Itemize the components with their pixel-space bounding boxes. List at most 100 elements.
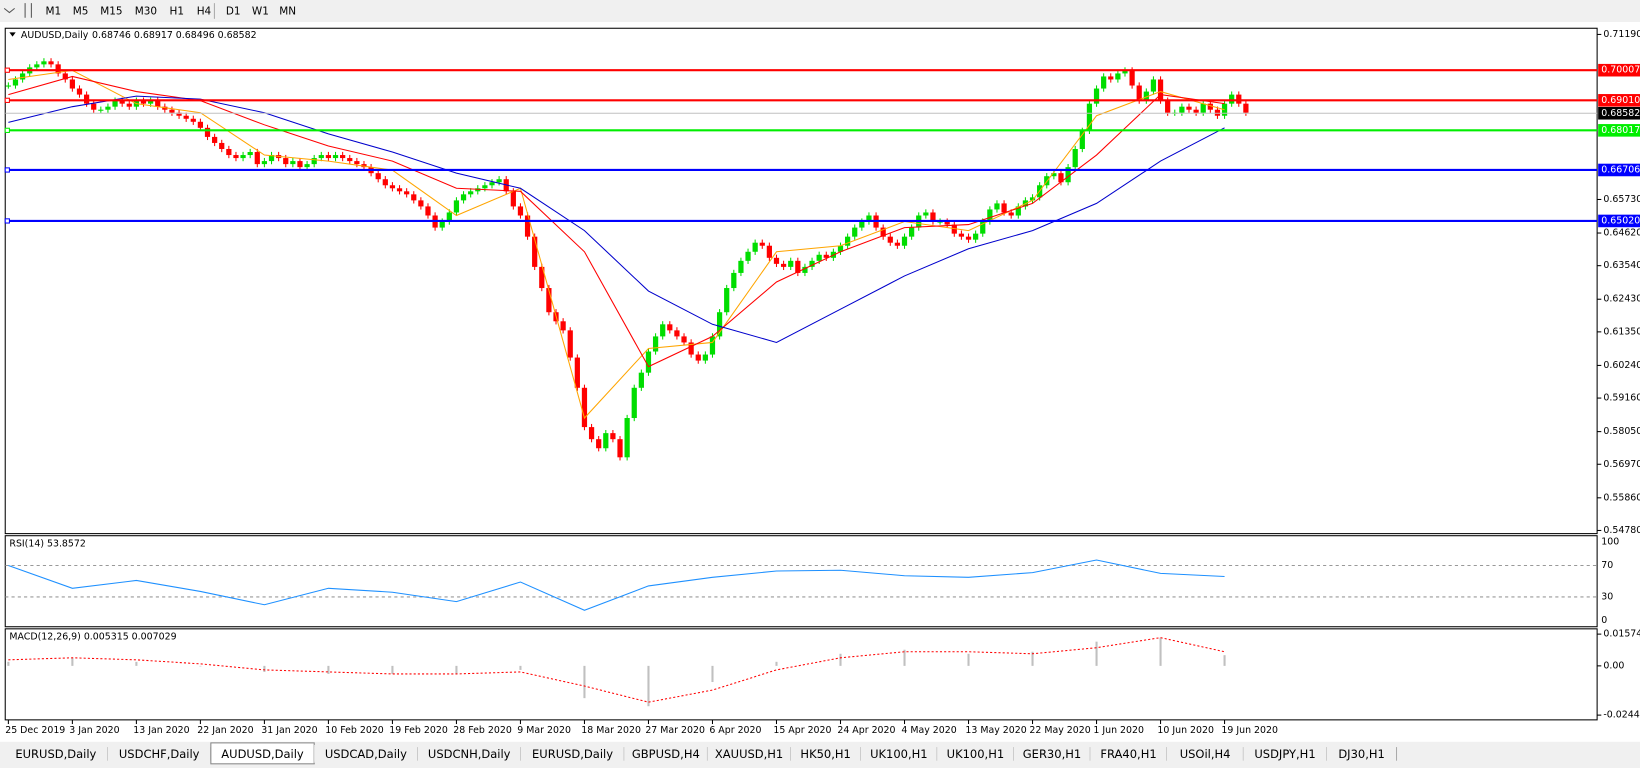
rsi-pane: [4, 535, 1598, 628]
tab-label[interactable]: EURUSD,Daily: [532, 747, 613, 761]
candle: [5, 85, 11, 87]
candle: [752, 242, 758, 252]
timeframe-button[interactable]: M1: [46, 6, 62, 18]
candle: [795, 260, 801, 273]
tab[interactable]: [707, 744, 791, 763]
tab-label[interactable]: GBPUSD,H4: [632, 747, 700, 761]
macd-bar: [1223, 655, 1226, 666]
candle: [375, 173, 381, 180]
rsi-tick-label: 100: [1601, 536, 1619, 547]
timeframe-button[interactable]: MN: [279, 6, 296, 18]
level-label-bg: [1598, 214, 1640, 228]
tab-label[interactable]: USDCNH,Daily: [428, 747, 511, 761]
candle: [119, 100, 125, 104]
y-tick-label: 0.55860: [1603, 492, 1640, 503]
x-tick-label: 18 Mar 2020: [581, 725, 641, 736]
candle: [809, 260, 815, 267]
candle: [994, 203, 1000, 210]
candle: [716, 312, 723, 337]
candle: [987, 209, 993, 222]
x-tick-label: 24 Apr 2020: [837, 725, 895, 736]
candle: [944, 221, 950, 225]
timeframe-button[interactable]: M30: [135, 6, 157, 18]
candle: [1229, 94, 1235, 104]
tab[interactable]: [1326, 744, 1397, 763]
tab[interactable]: [1013, 744, 1091, 763]
tab[interactable]: [520, 744, 625, 763]
candle: [731, 272, 737, 289]
candle: [48, 61, 54, 65]
candle: [233, 155, 239, 159]
candle: [1122, 70, 1128, 74]
tab[interactable]: [417, 744, 521, 763]
tab-label[interactable]: USDCAD,Daily: [325, 747, 407, 761]
level-label: 0.65020: [1601, 215, 1640, 226]
candle: [517, 206, 524, 216]
candle: [1150, 79, 1157, 92]
candle: [539, 266, 545, 289]
tab-label[interactable]: USDCHF,Daily: [119, 747, 200, 761]
tab-label[interactable]: XAUUSD,H1: [715, 747, 783, 761]
x-tick-label: 22 Jan 2020: [197, 725, 253, 736]
macd-bar: [71, 657, 74, 666]
candle: [446, 212, 452, 222]
tab-label[interactable]: AUDUSD,Daily: [221, 747, 304, 761]
tab-label[interactable]: UK100,H1: [947, 747, 1005, 761]
candle: [560, 321, 566, 331]
candle: [1186, 106, 1192, 110]
tab-label[interactable]: EURUSD,Daily: [15, 747, 96, 761]
candle: [311, 158, 317, 165]
macd-bar: [583, 665, 586, 699]
candle: [532, 236, 538, 267]
timeframe-button[interactable]: M5: [73, 6, 89, 18]
tab-label[interactable]: UK100,H1: [870, 747, 928, 761]
candle: [12, 79, 19, 86]
tab[interactable]: [4, 744, 108, 763]
timeframe-button[interactable]: H1: [170, 6, 185, 18]
tab[interactable]: [1243, 744, 1327, 763]
macd-bar: [135, 661, 138, 666]
timeframe-button[interactable]: M15: [100, 6, 122, 18]
candle: [866, 215, 872, 222]
candle: [190, 118, 196, 122]
candle: [880, 227, 886, 237]
tab[interactable]: [937, 744, 1014, 763]
candle: [816, 254, 822, 261]
candle: [183, 115, 189, 119]
timeframe-button[interactable]: W1: [252, 6, 269, 18]
tab[interactable]: [314, 744, 418, 763]
candle: [581, 387, 588, 428]
macd-bar: [775, 661, 778, 666]
x-tick-label: 1 Jun 2020: [1093, 725, 1144, 736]
tab[interactable]: [860, 744, 938, 763]
tab-label[interactable]: GER30,H1: [1023, 747, 1081, 761]
candle: [1193, 109, 1199, 113]
candle: [617, 439, 623, 458]
candle: [624, 418, 630, 458]
candle: [631, 387, 637, 419]
timeframe-button[interactable]: D1: [226, 6, 241, 18]
tab[interactable]: [624, 744, 708, 763]
tab[interactable]: [1166, 744, 1244, 763]
tab-label[interactable]: FRA40,H1: [1100, 747, 1156, 761]
candle: [1072, 148, 1078, 168]
tab[interactable]: [1090, 744, 1167, 763]
level-label: 0.66706: [1601, 164, 1640, 175]
timeframe-button[interactable]: H4: [197, 6, 212, 18]
candle: [212, 136, 218, 143]
tab[interactable]: [790, 744, 861, 763]
macd-title: MACD(12,26,9) 0.005315 0.007029: [9, 632, 176, 643]
candle: [482, 185, 488, 189]
tab-label[interactable]: DJ30,H1: [1338, 747, 1384, 761]
candle: [1001, 203, 1007, 213]
tab-label[interactable]: USDJPY,H1: [1254, 747, 1315, 761]
candle: [788, 260, 794, 267]
candle: [1101, 76, 1107, 89]
candle: [425, 206, 431, 216]
y-tick-label: 0.63540: [1603, 260, 1640, 271]
tab[interactable]: [107, 744, 211, 763]
tab-label[interactable]: HK50,H1: [800, 747, 850, 761]
macd-bar: [711, 665, 714, 683]
candle: [453, 200, 460, 213]
tab-label[interactable]: USOil,H4: [1180, 747, 1231, 761]
